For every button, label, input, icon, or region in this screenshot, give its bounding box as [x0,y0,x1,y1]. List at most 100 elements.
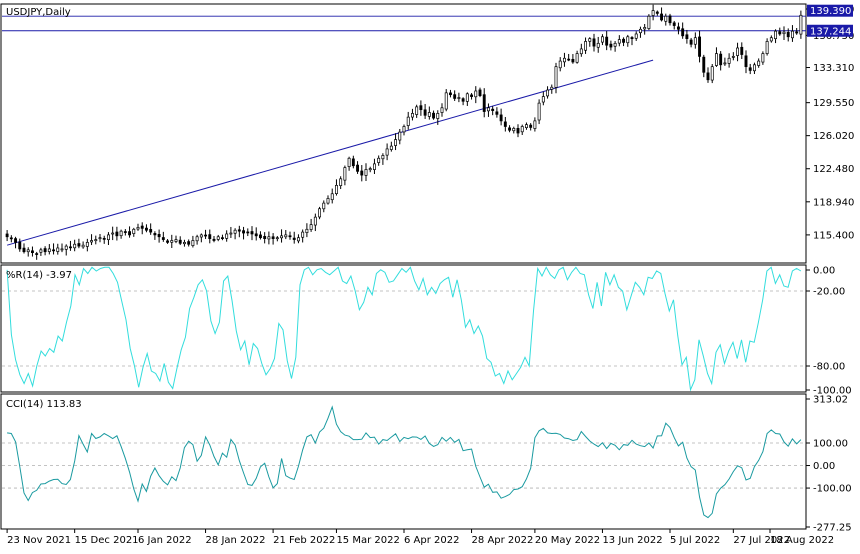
candle-body [149,229,153,233]
candle-body [43,248,47,253]
candle-body [250,231,254,235]
candle-body [406,116,410,126]
time-tick-label: 23 Nov 2021 [7,535,71,546]
candle [427,106,431,120]
price-overlays [2,15,806,246]
cci-tick-label: 100.00 [813,438,848,449]
candle [102,235,106,244]
price-tick-label: 115.400 [813,230,854,241]
candle-body [398,131,402,141]
candle [592,33,596,52]
price-tick-label: 126.020 [813,131,854,142]
time-tick-label: 28 Apr 2022 [472,535,534,546]
candle-body [668,15,672,24]
candle [385,143,389,161]
candle-body [368,168,372,171]
candle [495,107,499,118]
candle [140,222,144,235]
candle-body [512,128,516,132]
candle [123,229,127,236]
candle-body [774,30,778,40]
candle-body [191,240,195,246]
candle-body [292,237,296,240]
candle-body [98,237,102,240]
candle-body [537,102,541,121]
candle [499,108,503,126]
candle [233,228,237,240]
candle [482,88,486,118]
candle [225,230,229,242]
candle-body [263,236,267,239]
candlestick-series [5,4,803,260]
candle-body [520,126,524,133]
wpr-tick-label: 0.00 [813,266,835,277]
candle [491,106,495,116]
candle [5,230,9,242]
candle [128,226,132,238]
wpr-levels [2,290,806,367]
candle-body [672,22,676,26]
candle [106,232,110,246]
candle [689,37,693,48]
candle-body [309,224,313,230]
candle [326,195,330,205]
candle [651,4,655,21]
candle-body [64,245,68,250]
candle-body [571,58,575,63]
candle-body [364,169,368,176]
candle-body [744,55,748,68]
cci-tick-label: -100.00 [813,484,852,495]
candle [520,124,524,136]
time-tick-label: 13 Jun 2022 [602,535,662,546]
candle-body [533,120,537,129]
candle [187,239,191,247]
candle-body [144,227,148,231]
candle [90,234,94,246]
candle-body [681,28,685,37]
candle-body [546,89,550,97]
candle [368,166,372,173]
candle [81,241,85,249]
candle-body [39,249,43,253]
candle [516,124,520,138]
candle [613,41,617,52]
candle-body [313,216,317,226]
candle [723,57,727,66]
candle-body [655,11,659,14]
candle-body [157,233,161,238]
candle [313,213,317,232]
candle-body [554,66,558,88]
candle-body [786,32,790,38]
candle [533,117,537,132]
candle-body [119,230,123,237]
candle [339,176,343,190]
candle-body [529,124,533,128]
candle-body [318,208,322,218]
cci-tick-label: 0.00 [813,461,835,472]
price-tags: 139.390 137.244 [807,4,853,37]
candle-body [423,109,427,116]
candle-body [765,41,769,54]
candle-body [714,53,718,66]
candle-body [782,31,786,35]
candle-body [685,34,689,39]
candle [161,231,165,242]
candle [562,52,566,67]
candle [761,51,765,65]
candle [60,243,64,253]
candle [634,31,638,41]
candle [702,54,706,78]
candle-body [377,157,381,163]
candle-body [444,92,448,110]
candle-body [111,232,115,235]
candle [550,84,554,94]
candle-body [562,57,566,63]
candle-body [474,90,478,98]
time-axis-labels: 23 Nov 2021 15 Dec 2021 6 Jan 2022 28 Jan 2… [6,529,834,546]
candle-body [56,247,60,252]
candle-body [85,242,89,247]
candle-body [575,53,579,63]
candle-body [592,38,596,47]
